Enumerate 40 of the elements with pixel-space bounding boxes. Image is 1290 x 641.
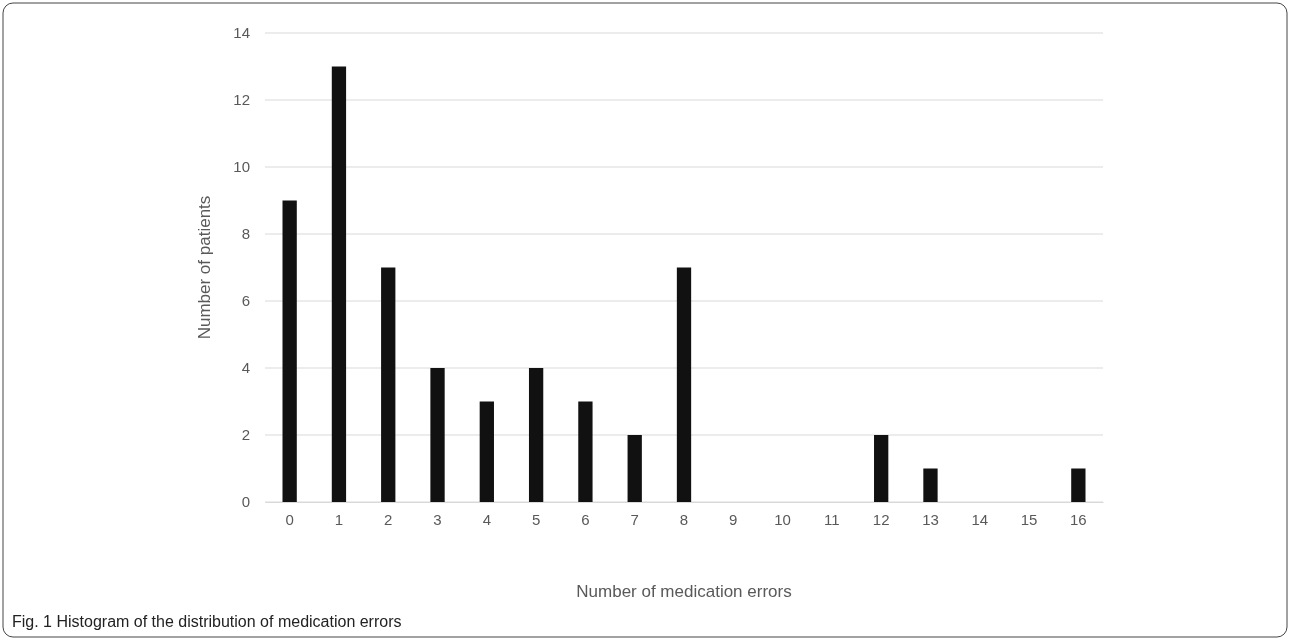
y-tick-label: 8 [241,225,250,243]
x-tick-label: 5 [531,510,541,528]
y-tick-label: 2 [241,426,250,444]
x-tick-label: 10 [774,510,791,528]
y-tick-label: 6 [241,292,250,310]
x-tick-label: 13 [922,510,939,528]
x-tick-label: 9 [729,510,738,528]
bar [923,468,938,502]
x-tick-label: 6 [581,510,590,528]
bar [381,267,396,502]
bar [430,368,445,502]
x-tick-label: 12 [872,510,890,528]
x-tick-label: 11 [824,510,840,528]
bar [676,267,692,502]
bar [528,368,544,502]
caption: Fig. 1 Histogram of the distribution of medication errors [12,613,402,630]
x-tick-label: 1 [334,510,344,528]
x-axis-title: Number of medication errors [576,582,792,601]
x-tick-label: 0 [285,510,294,528]
y-tick-label: 10 [233,158,250,176]
y-tick-label: 12 [233,91,250,109]
bar [1071,468,1086,502]
x-tick-label: 15 [1020,510,1038,528]
x-tick-label: 3 [433,510,442,528]
bar [627,435,642,502]
bar [282,200,297,502]
x-tick-label: 16 [1070,510,1087,528]
bar [331,66,347,502]
x-tick-label: 8 [679,510,689,528]
x-tick-label: 7 [630,510,639,528]
x-tick-label: 2 [384,510,393,528]
bar [874,435,889,502]
x-tick-label: 14 [971,510,989,528]
bar [479,401,494,502]
x-tick-label: 4 [482,510,491,528]
y-tick-label: 14 [233,24,250,42]
bar [578,401,593,502]
y-tick-label: 0 [241,493,250,511]
y-tick-label: 4 [241,359,250,377]
y-axis-title: Number of patients [195,195,214,340]
